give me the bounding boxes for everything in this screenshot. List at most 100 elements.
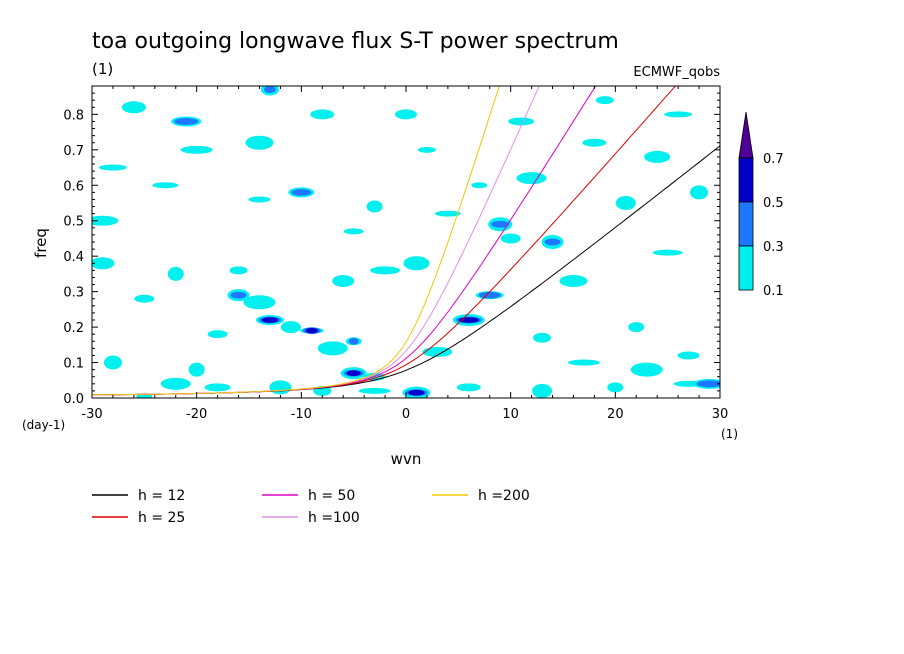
- contour-blob: [366, 200, 383, 213]
- contour-blob: [92, 215, 119, 226]
- colorbar-top-arrow: [738, 111, 754, 159]
- contour-blob: [207, 330, 228, 339]
- colorbar-label: 0.1: [763, 284, 784, 299]
- x-tick-label: 0: [402, 407, 410, 422]
- contour-blob: [559, 275, 588, 287]
- contour-blob: [204, 383, 231, 392]
- x-axis-label: wvn: [391, 450, 422, 468]
- contour-blob: [500, 233, 521, 244]
- contour-blob-core: [696, 380, 720, 388]
- contour-blob: [664, 111, 693, 118]
- contour-blob: [434, 210, 461, 217]
- contour-blob: [358, 387, 391, 394]
- y-tick-label: 0.6: [63, 179, 84, 194]
- contour-blob-core: [305, 327, 318, 334]
- contour-blob: [152, 182, 179, 189]
- contour-blob: [229, 266, 248, 275]
- contour-blob-core: [491, 220, 510, 228]
- contour-blob: [160, 377, 191, 390]
- contour-blob: [652, 249, 683, 256]
- contour-blob: [533, 332, 552, 343]
- contour-blob: [134, 294, 155, 303]
- x-unit-label: (1): [721, 427, 738, 441]
- x-axis: -30 -20 -10 0 10 20 30: [81, 86, 728, 422]
- contour-blob-core: [174, 118, 199, 125]
- contour-blob: [98, 164, 127, 171]
- x-tick-label: -20: [186, 407, 207, 422]
- contour-blob: [180, 145, 213, 154]
- contour-blob: [121, 101, 146, 114]
- contour-blob: [370, 266, 401, 275]
- contour-blob: [644, 150, 671, 163]
- contour-blob-core: [291, 188, 312, 196]
- contour-blob-core: [261, 317, 278, 323]
- contour-blob: [615, 196, 636, 210]
- curve-h12: [92, 145, 720, 396]
- contour-blob: [607, 382, 624, 393]
- plot-area: [91, 85, 721, 399]
- colorbar-label: 0.5: [763, 196, 784, 211]
- contour-blob-core: [230, 291, 247, 299]
- x-tick-label: 30: [712, 407, 729, 422]
- contour-blob: [188, 362, 205, 377]
- legend-label: h = 12: [138, 488, 185, 504]
- contour-blob-core: [544, 238, 561, 246]
- y-tick-label: 0.1: [63, 357, 84, 372]
- y-tick-label: 0.2: [63, 321, 84, 336]
- colorbar-segment: [738, 201, 754, 247]
- contour-blob: [628, 322, 645, 333]
- contour-blob: [582, 138, 607, 147]
- y-tick-label: 0.4: [63, 250, 84, 265]
- x-tick-label: 10: [502, 407, 519, 422]
- contour-blob-core: [346, 370, 361, 376]
- y-tick-label: 0.8: [63, 108, 84, 123]
- contour-blob: [422, 346, 453, 357]
- contour-blob: [317, 341, 348, 356]
- y-unit-label: (day-1): [22, 418, 65, 432]
- contour-blob-core: [408, 389, 425, 396]
- legend-label: h = 50: [308, 488, 355, 504]
- contour-blob: [92, 257, 115, 270]
- contour-blob: [417, 146, 436, 153]
- dataset-label: ECMWF_qobs: [633, 65, 720, 80]
- contour-blob-core: [263, 86, 276, 93]
- contour-blob: [343, 228, 364, 235]
- contour-blob: [690, 185, 709, 200]
- y-tick-label: 0.3: [63, 286, 84, 301]
- colorbar-segment: [738, 157, 754, 203]
- contour-blob: [595, 96, 614, 105]
- contour-fills: [92, 86, 720, 398]
- contour-blob: [471, 182, 488, 189]
- contour-blob: [243, 295, 276, 310]
- contour-blob-core: [478, 291, 501, 299]
- chart-title: toa outgoing longwave flux S-T power spe…: [92, 29, 619, 54]
- contour-blob: [516, 172, 547, 185]
- contour-blob: [677, 351, 700, 360]
- contour-blob: [403, 256, 430, 271]
- contour-blob: [310, 109, 335, 120]
- x-tick-label: -30: [81, 407, 102, 422]
- contour-blob: [167, 266, 184, 281]
- x-tick-label: 20: [607, 407, 624, 422]
- y-axis-label: freq: [32, 228, 50, 258]
- colorbar: 0.7 0.5 0.3 0.1: [738, 111, 784, 299]
- contour-blob: [456, 383, 481, 392]
- y-axis: 0.0 0.1 0.2 0.3 0.4 0.5 0.6 0.7 0.8: [63, 92, 720, 407]
- legend-label: h =100: [308, 510, 360, 526]
- contour-blob: [532, 383, 553, 398]
- contour-blob: [280, 321, 301, 334]
- x-tick-label: -10: [291, 407, 312, 422]
- contour-blob: [567, 359, 600, 366]
- colorbar-segment: [738, 245, 754, 291]
- contour-blob: [248, 196, 271, 203]
- contour-blob: [508, 117, 535, 126]
- legend-label: h = 25: [138, 510, 185, 526]
- contour-blob-core: [348, 337, 359, 345]
- contour-blob: [269, 380, 292, 395]
- colorbar-label: 0.7: [763, 152, 784, 167]
- legend: h = 12 h = 25 h = 50 h =100 h =200: [92, 488, 530, 526]
- y-tick-label: 0.0: [63, 392, 84, 407]
- contour-blob: [103, 355, 122, 370]
- contour-blob: [395, 109, 417, 120]
